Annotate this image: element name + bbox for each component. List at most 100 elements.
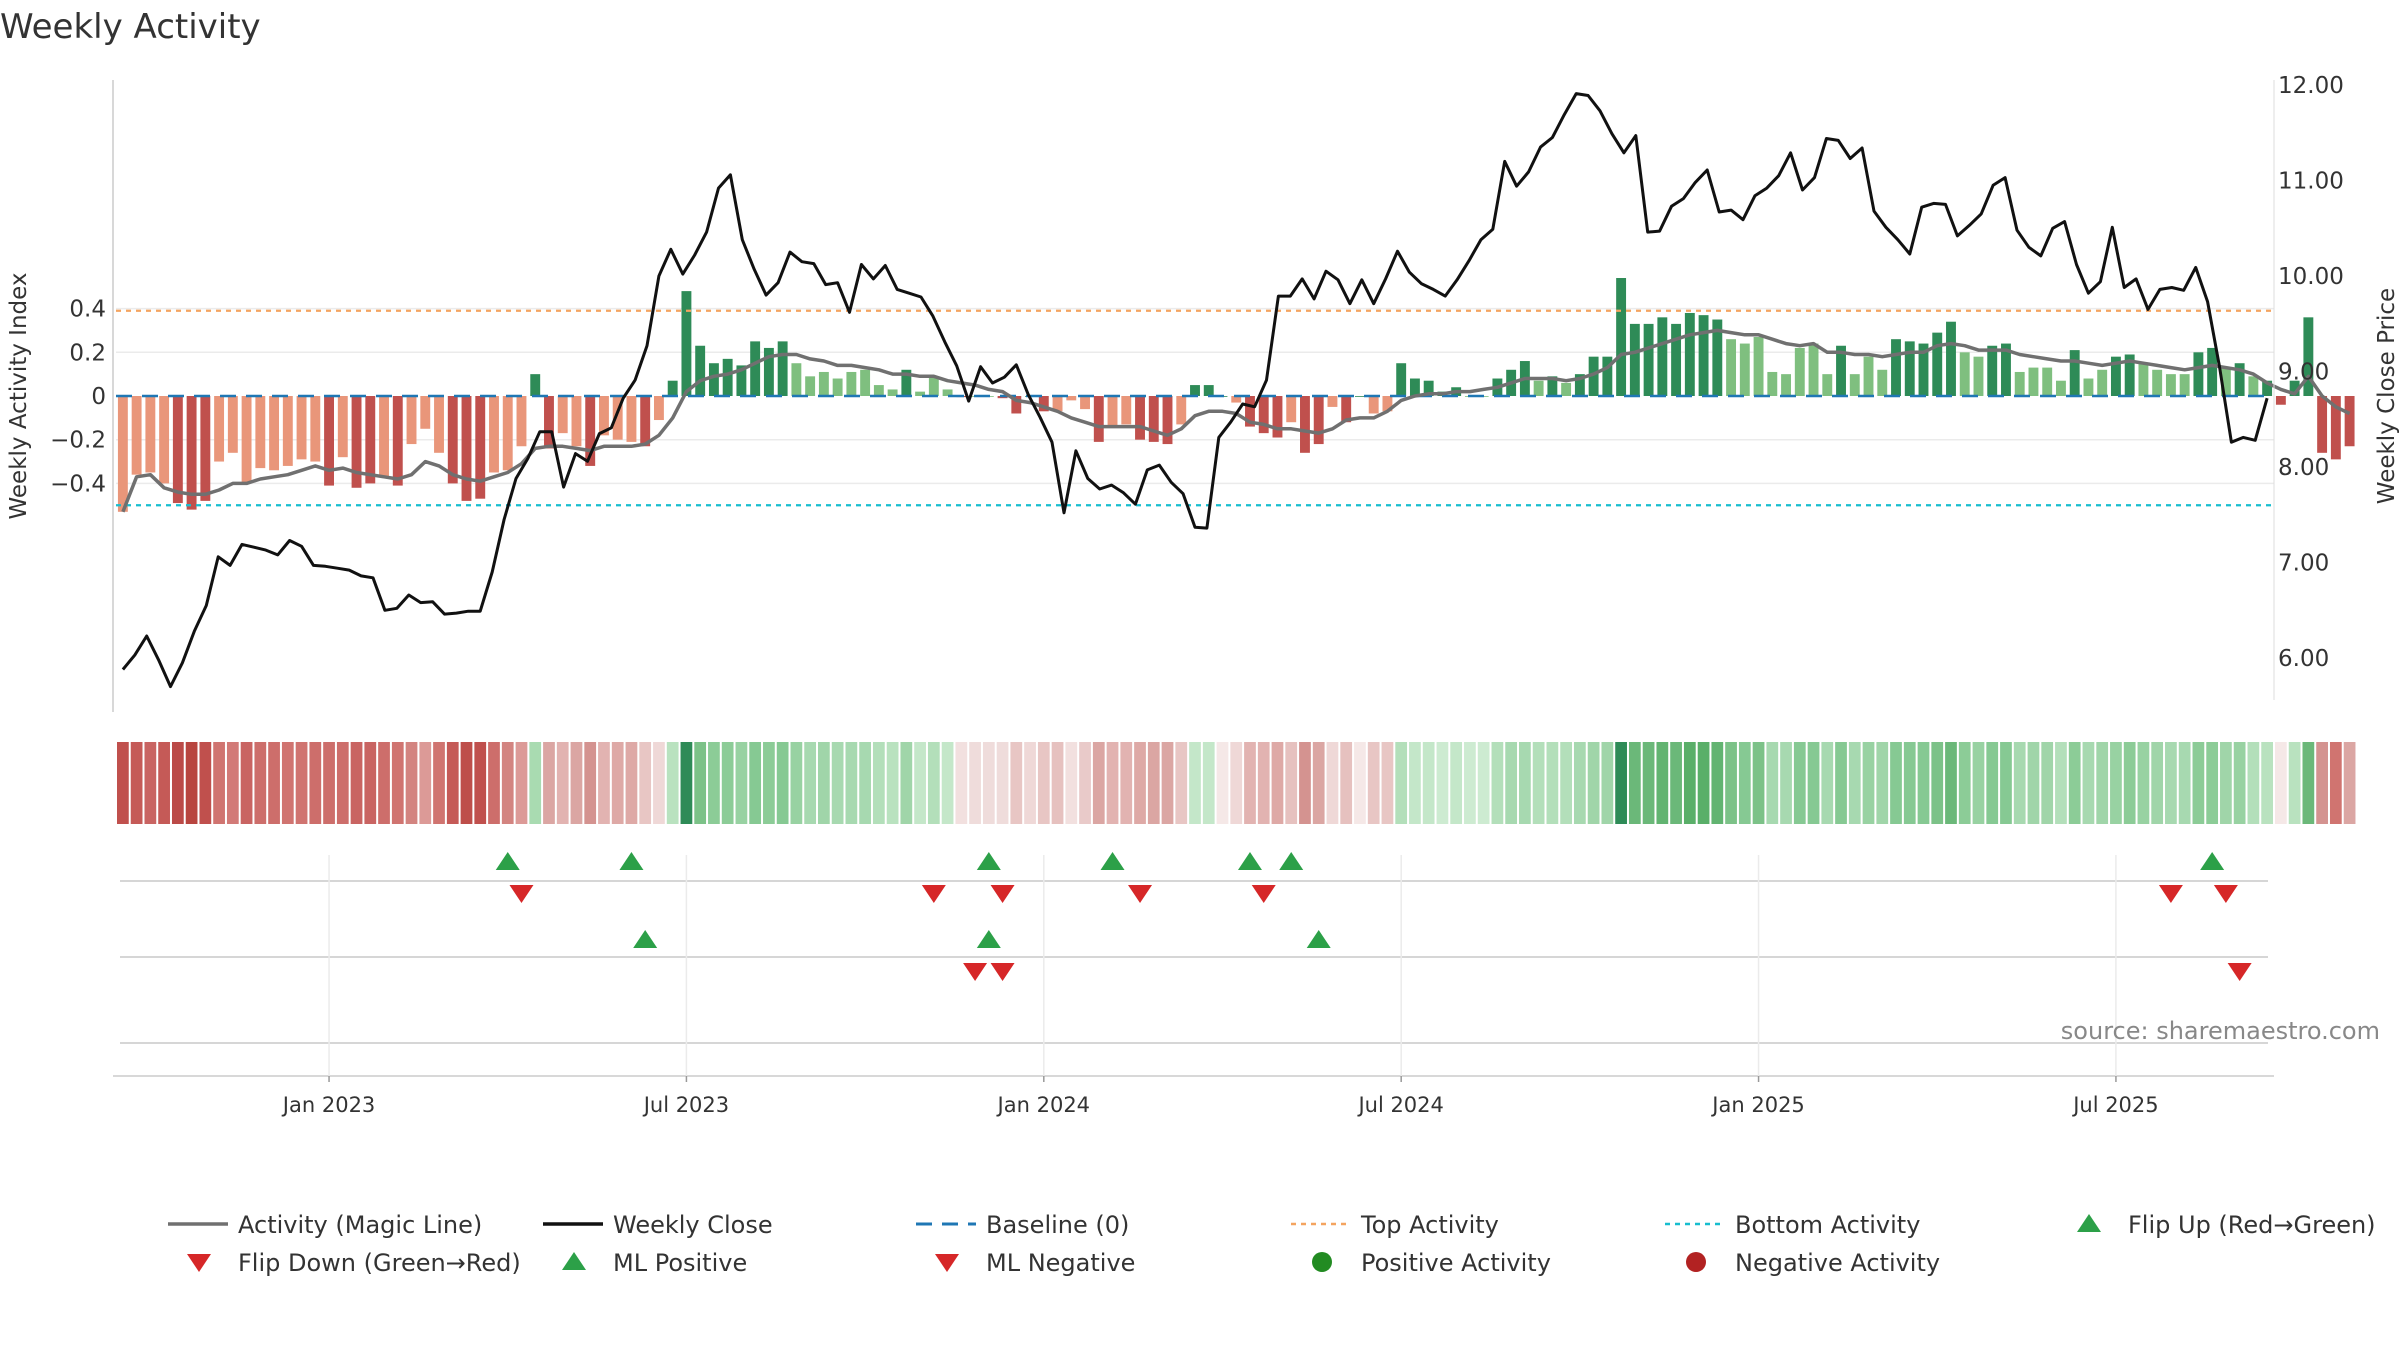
activity-bar <box>571 396 582 447</box>
heat-strip-cell <box>281 742 294 824</box>
x-tick-label: Jul 2023 <box>642 1093 729 1117</box>
left-axis-title: Weekly Activity Index <box>6 273 32 520</box>
legend-swatch-up-triangle <box>562 1252 586 1270</box>
heat-strip-cell <box>2247 742 2260 824</box>
activity-bar <box>420 396 431 429</box>
activity-bar <box>1904 341 1915 396</box>
legend-item-posact: Positive Activity <box>1312 1249 1551 1277</box>
legend-item-mlpos: ML Positive <box>562 1249 747 1277</box>
heat-strip-cell <box>1381 742 1394 824</box>
legend-item-flipup: Flip Up (Red→Green) <box>2077 1211 2376 1239</box>
activity-bar <box>544 396 554 449</box>
activity-bar <box>722 358 733 396</box>
heat-strip-cell <box>625 742 638 824</box>
ml-negative-marker <box>963 963 988 981</box>
x-tick-label: Jul 2024 <box>1356 1093 1443 1117</box>
heat-strip-cell <box>1642 742 1655 824</box>
heat-strip-cell <box>1532 742 1545 824</box>
activity-bar <box>2330 396 2341 460</box>
x-tick-label: Jul 2025 <box>2071 1093 2158 1117</box>
axes: 0.4 0.2 0 −0.2 −0.4 12.00 11.00 10.00 9.00 8.00 7.… <box>6 73 2400 712</box>
heat-strip-cell <box>1161 742 1174 824</box>
activity-bar <box>1409 378 1420 396</box>
activity-bar <box>1753 337 1764 396</box>
activity-bar <box>1354 396 1365 397</box>
heat-strip-cell <box>680 742 693 824</box>
heat-strip-cell <box>529 742 542 824</box>
activity-bar <box>1849 374 1860 396</box>
left-tick-label: 0.4 <box>69 297 106 323</box>
activity-bar <box>1726 339 1737 396</box>
heat-strip-cell <box>941 742 954 824</box>
activity-bar <box>1836 345 1846 396</box>
activity-bar <box>1602 356 1613 396</box>
activity-bar <box>2110 356 2121 396</box>
heat-strip-cell <box>955 742 968 824</box>
activity-bar <box>2056 380 2066 396</box>
legend-label: Top Activity <box>1360 1211 1499 1239</box>
activity-bar <box>1272 396 1283 438</box>
activity-bar <box>1794 347 1805 396</box>
heat-strip-cell <box>2041 742 2054 824</box>
x-tick-label: Jan 2023 <box>281 1093 376 1117</box>
heat-strip-cell <box>1519 742 1531 824</box>
activity-bar <box>1313 396 1324 445</box>
flip-down-marker <box>509 885 534 903</box>
activity-bar <box>1066 396 1077 401</box>
activity-bar <box>365 396 376 484</box>
activity-bar <box>434 396 444 453</box>
activity-bar <box>2234 363 2245 396</box>
heat-strip-cell <box>1766 742 1779 824</box>
heat-strip-cell <box>1780 742 1792 824</box>
activity-bar <box>392 396 403 486</box>
legend-label: Flip Up (Red→Green) <box>2128 1211 2376 1239</box>
activity-bar <box>887 389 898 396</box>
activity-bar <box>1588 356 1599 396</box>
legend-label: Flip Down (Green→Red) <box>238 1249 521 1277</box>
heat-strip-cell <box>2068 742 2081 824</box>
activity-bar <box>2028 367 2039 396</box>
activity-bar <box>873 385 884 396</box>
heat-strip-cell <box>446 742 459 824</box>
activity-bar <box>1176 396 1187 425</box>
flip-up-marker <box>1279 852 1304 870</box>
activity-bar <box>1121 396 1132 425</box>
activity-bar <box>214 396 225 462</box>
heat-strip-cell <box>2082 742 2095 824</box>
heat-strip-cell <box>171 742 184 824</box>
heat-strip-cell <box>2151 742 2164 824</box>
heat-strip-cell <box>2220 742 2232 824</box>
activity-bar <box>791 363 802 396</box>
heat-strip-cell <box>295 742 308 824</box>
activity-bar <box>1547 376 1558 396</box>
right-tick-label: 7.00 <box>2278 551 2329 577</box>
activity-bar <box>2193 352 2204 396</box>
heat-strip-cell <box>776 742 789 824</box>
right-tick-label: 8.00 <box>2278 455 2329 481</box>
heat-strip-cell <box>1065 742 1078 824</box>
heat-strip-cell <box>927 742 940 824</box>
heat-strip-cell <box>1670 742 1682 824</box>
activity-bar <box>255 396 266 469</box>
ml-negative-marker <box>990 963 1015 981</box>
activity-bar <box>1080 396 1090 410</box>
heat-strip-cell <box>158 742 170 824</box>
activity-bar <box>1739 343 1750 396</box>
heat-strip-cell <box>1560 742 1572 824</box>
activity-bar <box>1987 345 1998 396</box>
flip-down-marker <box>2213 885 2238 903</box>
activity-bar <box>1561 382 1572 396</box>
heat-strip-cell <box>1587 742 1600 824</box>
weekly-close-line <box>121 92 2269 689</box>
activity-bar <box>2069 350 2080 396</box>
heat-strip-cell <box>2329 742 2342 824</box>
heat-strip-cell <box>405 742 418 824</box>
activity-bar <box>2097 369 2108 396</box>
heat-strip-cell <box>2233 742 2246 824</box>
right-tick-label: 11.00 <box>2278 169 2344 195</box>
heat-strip-cell <box>1931 742 1944 824</box>
heat-strip-cell <box>2013 742 2026 824</box>
heat-strip-cell <box>433 742 445 824</box>
heat-strip-cell <box>1876 742 1889 824</box>
heat-strip-cell <box>1312 742 1325 824</box>
